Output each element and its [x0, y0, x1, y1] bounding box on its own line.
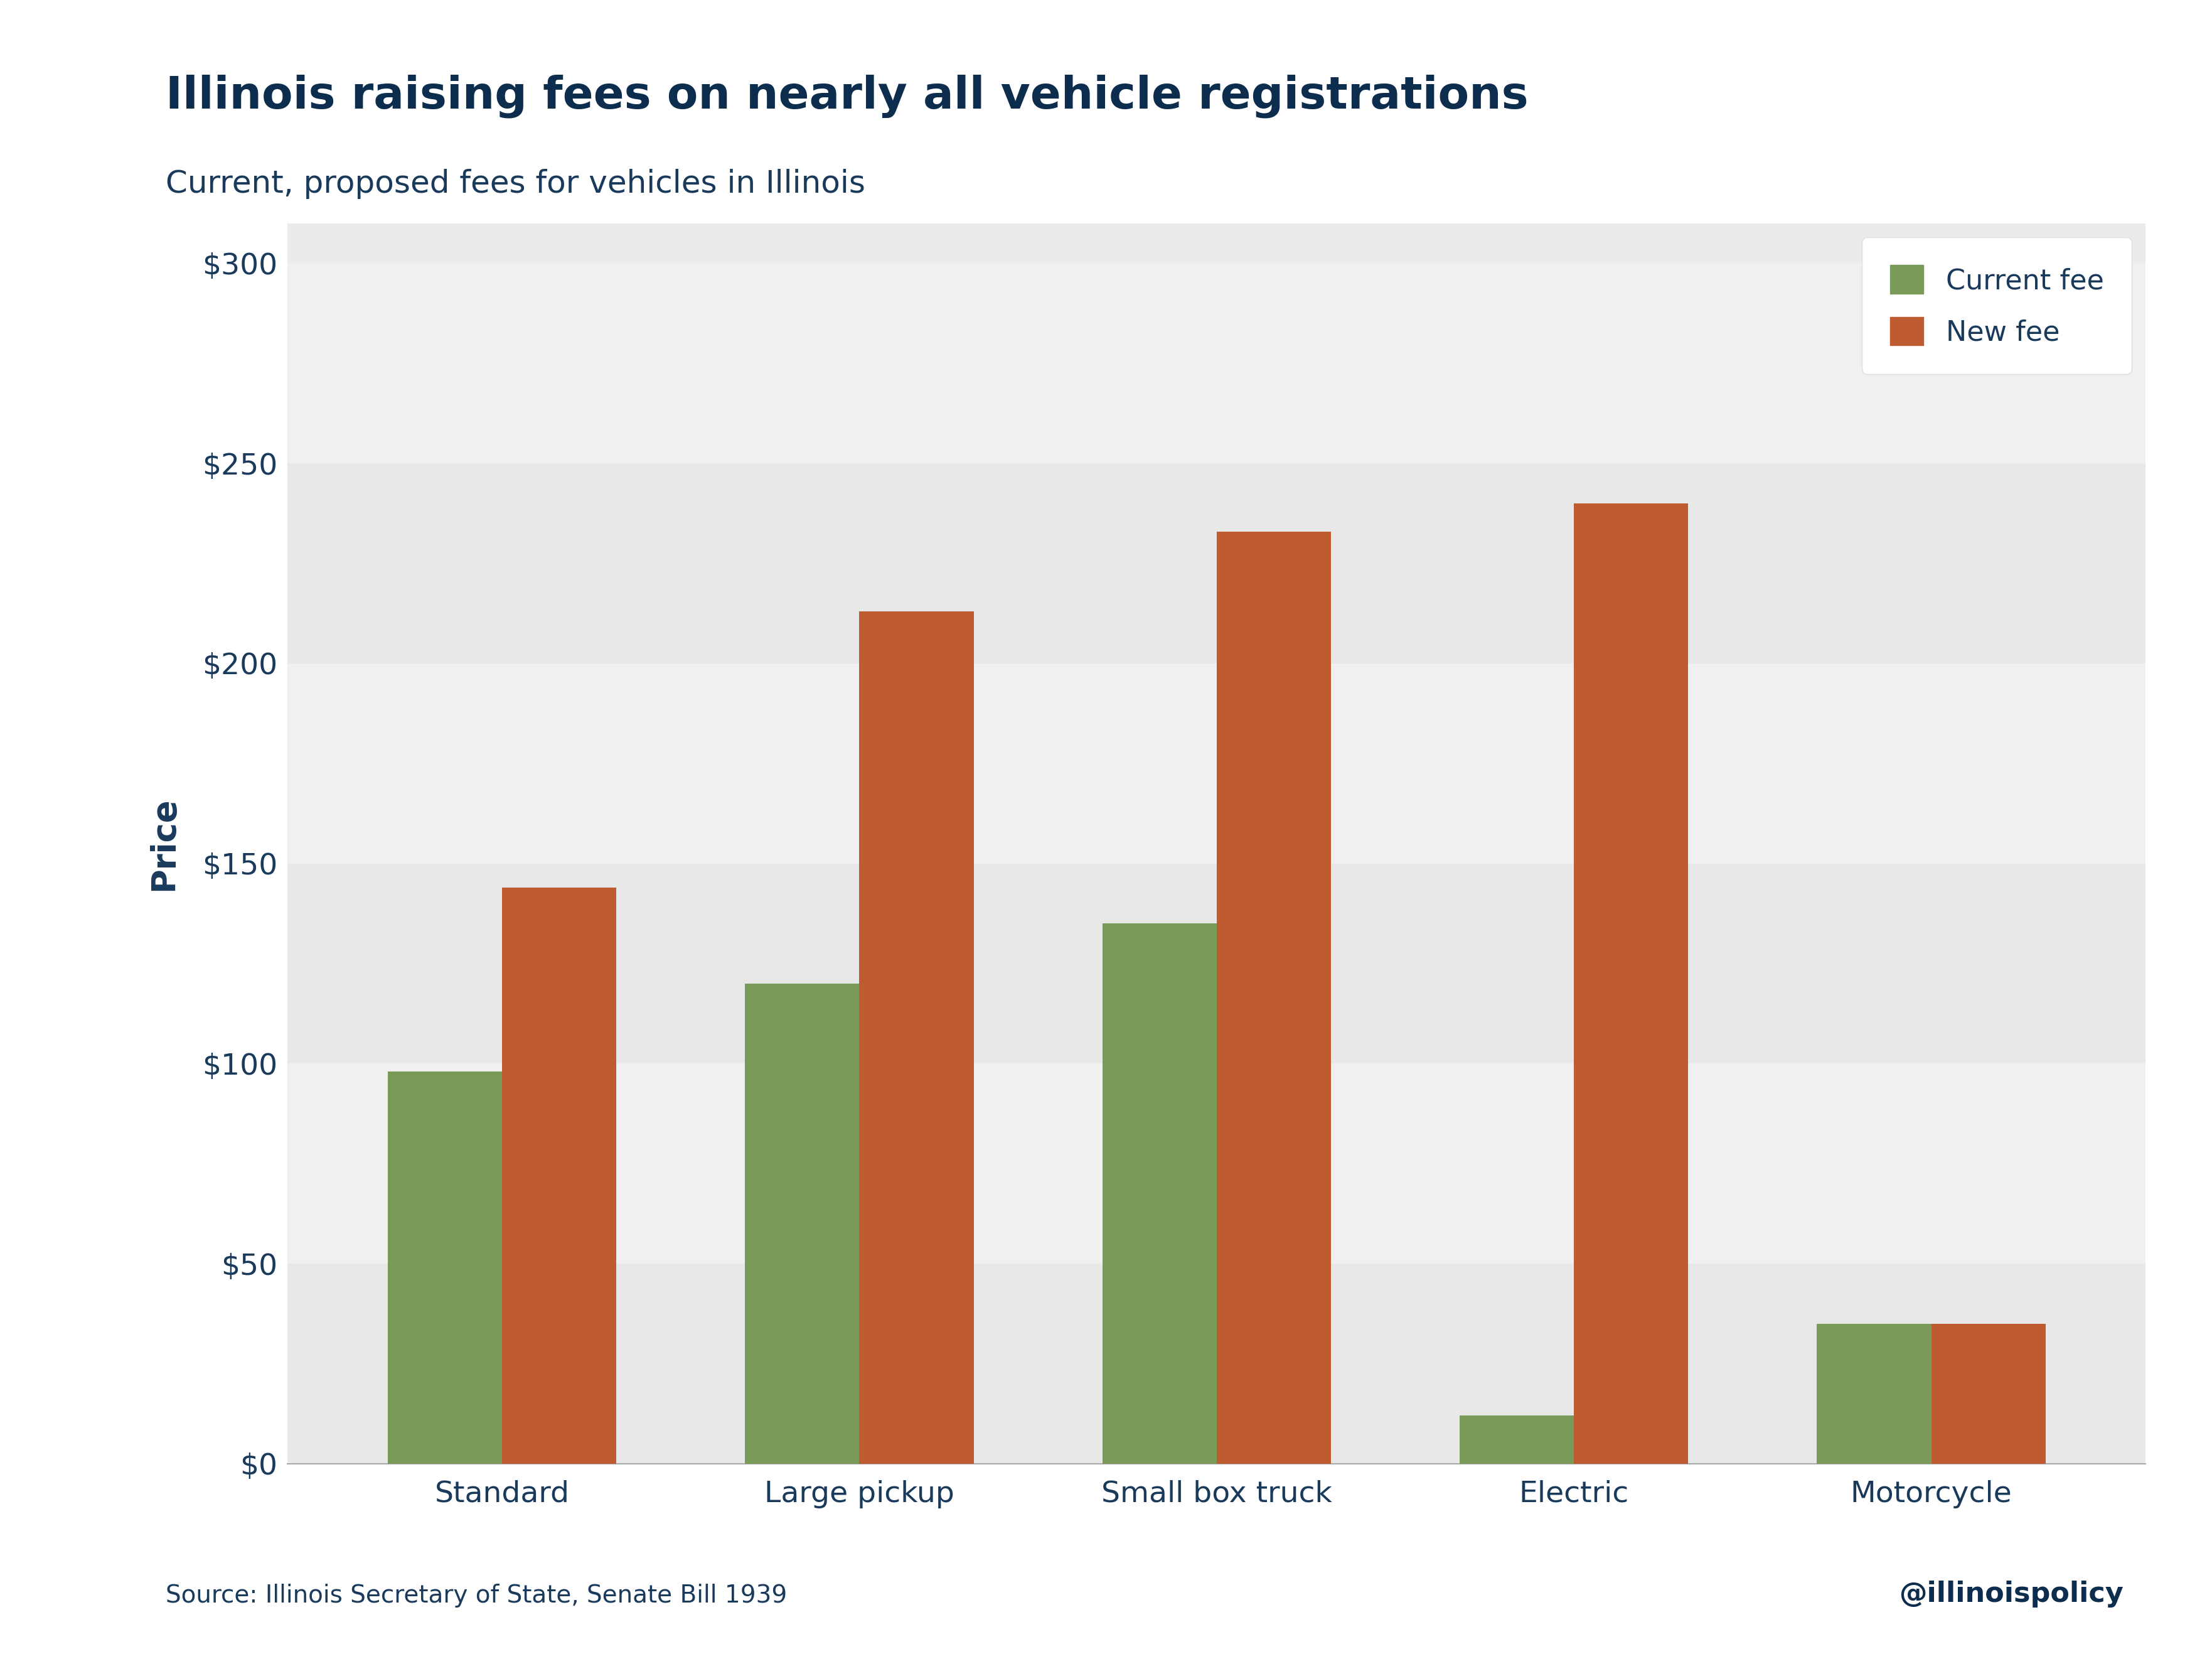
Bar	[288, 863, 2146, 1064]
Text: Illinois raising fees on nearly all vehicle registrations: Illinois raising fees on nearly all vehi…	[166, 74, 1528, 117]
Bar	[858, 612, 973, 1464]
Text: @illinoispolicy: @illinoispolicy	[1900, 1581, 2124, 1608]
Bar	[288, 463, 2146, 663]
Bar	[1460, 1416, 1575, 1464]
Bar	[1217, 531, 1332, 1464]
Bar	[288, 263, 2146, 463]
Bar	[1931, 1323, 2046, 1464]
Legend: Current fee, New fee: Current fee, New fee	[1863, 237, 2132, 374]
Bar	[387, 1072, 502, 1464]
Bar	[1575, 503, 1688, 1464]
Bar	[502, 888, 617, 1464]
Bar	[288, 663, 2146, 863]
Bar	[288, 1064, 2146, 1264]
Bar	[1816, 1323, 1931, 1464]
Text: Source: Illinois Secretary of State, Senate Bill 1939: Source: Illinois Secretary of State, Sen…	[166, 1585, 787, 1608]
Bar	[1102, 923, 1217, 1464]
Bar	[288, 1264, 2146, 1464]
Y-axis label: Price: Price	[148, 797, 181, 890]
Text: Current, proposed fees for vehicles in Illinois: Current, proposed fees for vehicles in I…	[166, 169, 865, 198]
Bar	[745, 984, 858, 1464]
